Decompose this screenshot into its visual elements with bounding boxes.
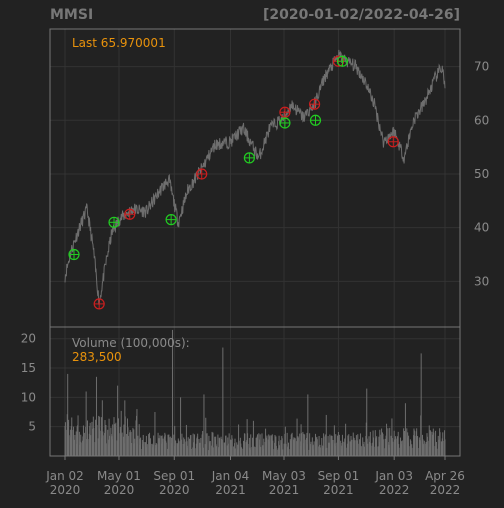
- date-tick-year: 2021: [269, 483, 300, 497]
- buy-marker: [336, 55, 349, 67]
- date-tick-label: May 01: [97, 469, 141, 483]
- volume-title: Volume (100,000s):: [72, 336, 190, 350]
- buy-marker: [243, 152, 255, 164]
- date-tick-year: 2020: [50, 483, 81, 497]
- date-tick-label: Sep 01: [318, 469, 360, 483]
- chart-title: MMSI: [50, 7, 93, 23]
- volume-tick-label: 5: [28, 420, 36, 434]
- volume-axis: 5 10 15 20: [21, 332, 36, 434]
- volume-tick-label: 10: [21, 390, 36, 404]
- volume-bars: [64, 329, 446, 456]
- buy-marker: [309, 114, 322, 126]
- price-tick-label: 60: [474, 113, 489, 127]
- sell-marker: [124, 208, 136, 220]
- date-tick-label: Jan 03: [374, 469, 413, 483]
- date-tick-label: Jan 02: [45, 469, 84, 483]
- last-price-label: Last 65.970001: [72, 36, 166, 50]
- price-line: [64, 49, 446, 305]
- buy-marker: [279, 117, 291, 129]
- chart-date-range: [2020-01-02/2022-04-26]: [263, 7, 460, 23]
- date-tick-year: 2021: [323, 483, 354, 497]
- trade-markers: [68, 55, 399, 310]
- date-tick-year: 2022: [430, 483, 461, 497]
- price-axis: 30 40 50 60 70: [474, 60, 489, 289]
- buy-marker: [165, 214, 177, 226]
- sell-marker: [196, 168, 208, 180]
- date-tick-label: Apr 26: [425, 469, 465, 483]
- date-tick-year: 2021: [215, 483, 246, 497]
- sell-marker: [308, 98, 321, 110]
- date-tick-year: 2020: [104, 483, 135, 497]
- price-tick-label: 40: [474, 221, 489, 235]
- buy-marker: [108, 216, 120, 228]
- date-tick-label: May 03: [262, 469, 306, 483]
- price-grid: [50, 29, 460, 327]
- buy-marker: [68, 248, 80, 261]
- date-tick-year: 2020: [159, 483, 190, 497]
- price-tick-label: 30: [474, 274, 489, 288]
- price-tick-label: 70: [474, 60, 489, 74]
- sell-marker: [387, 136, 399, 148]
- volume-last-value: 283,500: [72, 350, 122, 364]
- sell-marker: [93, 298, 105, 310]
- sell-marker: [279, 106, 291, 118]
- price-tick-label: 50: [474, 167, 489, 181]
- date-tick-year: 2022: [379, 483, 410, 497]
- date-tick-label: Sep 01: [153, 469, 195, 483]
- volume-tick-label: 15: [21, 361, 36, 375]
- date-tick-label: Jan 04: [211, 469, 250, 483]
- volume-panel-frame: [49, 326, 461, 457]
- volume-tick-label: 20: [21, 332, 36, 346]
